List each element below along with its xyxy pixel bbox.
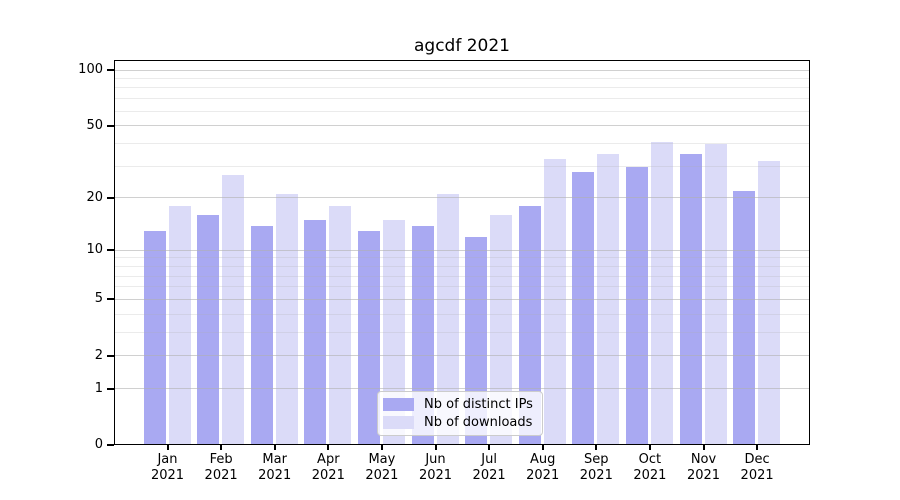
x-axis-label-jan: Jan 2021 bbox=[150, 452, 185, 483]
gridline-9 bbox=[115, 257, 809, 259]
legend-item-downloads: Nb of downloads bbox=[383, 415, 533, 430]
gridline-4 bbox=[115, 313, 809, 315]
x-axis-tick-jun bbox=[434, 445, 437, 450]
y-axis-label-5: 5 bbox=[94, 291, 103, 307]
x-axis-tick-jan bbox=[166, 445, 169, 450]
bar-distinct-ips-jun bbox=[411, 225, 434, 444]
bar-distinct-ips-aug bbox=[518, 206, 541, 444]
y-axis-label-2: 2 bbox=[94, 347, 103, 363]
gridline-6 bbox=[115, 286, 809, 288]
legend-label-distinct-ips: Nb of distinct IPs bbox=[424, 397, 533, 412]
x-axis-label-aug: Aug 2021 bbox=[526, 452, 560, 483]
legend-swatch-distinct-ips bbox=[383, 398, 414, 411]
bar-distinct-ips-oct bbox=[625, 166, 648, 444]
x-axis-tick-sep bbox=[595, 445, 598, 450]
x-axis-label-jul: Jul 2021 bbox=[472, 452, 506, 483]
y-axis-label-1: 1 bbox=[94, 380, 103, 396]
bar-downloads-mar bbox=[275, 194, 298, 444]
grid-layer bbox=[115, 61, 809, 444]
x-axis-label-dec: Dec 2021 bbox=[740, 452, 774, 483]
x-axis-tick-oct bbox=[648, 445, 651, 450]
bar-distinct-ips-may bbox=[357, 231, 380, 444]
bar-distinct-ips-apr bbox=[304, 220, 327, 444]
bar-distinct-ips-feb bbox=[197, 215, 220, 444]
y-axis-tick-2 bbox=[107, 354, 114, 357]
gridline-5 bbox=[115, 298, 809, 300]
gridline-70 bbox=[115, 98, 809, 100]
x-axis-tick-dec bbox=[756, 445, 759, 450]
x-axis-label-oct: Oct 2021 bbox=[633, 452, 667, 483]
bar-downloads-dec bbox=[758, 161, 781, 444]
x-axis-label-feb: Feb 2021 bbox=[204, 452, 238, 483]
bar-downloads-may bbox=[382, 220, 405, 444]
bar-downloads-jul bbox=[490, 215, 513, 444]
x-axis-tick-nov bbox=[702, 445, 705, 450]
x-axis-label-nov: Nov 2021 bbox=[686, 452, 721, 483]
x-axis-label-mar: Mar 2021 bbox=[258, 452, 292, 483]
gridline-50 bbox=[115, 125, 809, 126]
x-axis-tick-mar bbox=[273, 445, 276, 450]
y-axis-label-0: 0 bbox=[94, 437, 103, 452]
y-axis-tick-10 bbox=[107, 249, 114, 252]
legend-label-downloads: Nb of downloads bbox=[424, 415, 533, 430]
gridline-60 bbox=[115, 110, 809, 112]
bar-downloads-oct bbox=[650, 141, 673, 444]
gridline-80 bbox=[115, 87, 809, 89]
gridline-3 bbox=[115, 331, 809, 333]
y-axis-tick-5 bbox=[107, 298, 114, 301]
bar-distinct-ips-jan bbox=[143, 231, 166, 444]
plot-area: Nb of distinct IPs Nb of downloads bbox=[114, 60, 810, 445]
y-axis-tick-100 bbox=[107, 69, 114, 71]
legend-item-distinct-ips: Nb of distinct IPs bbox=[383, 397, 533, 412]
gridline-20 bbox=[115, 197, 809, 199]
x-axis-tick-feb bbox=[220, 445, 223, 450]
x-axis-label-may: May 2021 bbox=[365, 452, 399, 483]
bar-downloads-aug bbox=[543, 159, 566, 444]
y-axis-tick-1 bbox=[107, 387, 114, 390]
gridline-90 bbox=[115, 78, 809, 79]
y-axis-tick-0 bbox=[107, 444, 114, 446]
x-axis-tick-apr bbox=[327, 445, 330, 450]
gridline-7 bbox=[115, 275, 809, 277]
bar-downloads-feb bbox=[222, 174, 245, 444]
y-axis-label-20: 20 bbox=[86, 189, 103, 205]
x-axis-label-sep: Sep 2021 bbox=[579, 452, 613, 483]
bar-downloads-nov bbox=[704, 143, 727, 444]
bar-distinct-ips-mar bbox=[250, 225, 273, 444]
gridline-10 bbox=[115, 249, 809, 251]
y-axis-label-10: 10 bbox=[86, 242, 103, 258]
y-axis-tick-50 bbox=[107, 124, 114, 127]
x-axis-tick-aug bbox=[541, 445, 544, 450]
bar-distinct-ips-sep bbox=[572, 171, 595, 444]
chart-title: agcdf 2021 bbox=[414, 36, 510, 56]
y-axis-label-100: 100 bbox=[78, 62, 103, 77]
gridline-40 bbox=[115, 142, 809, 144]
bar-downloads-jan bbox=[168, 206, 191, 444]
gridline-2 bbox=[115, 355, 809, 357]
gridline-8 bbox=[115, 266, 809, 267]
x-axis-label-apr: Apr 2021 bbox=[311, 452, 345, 483]
bars-layer bbox=[115, 61, 809, 444]
bar-distinct-ips-dec bbox=[733, 190, 756, 444]
bar-downloads-apr bbox=[329, 206, 352, 444]
legend: Nb of distinct IPs Nb of downloads bbox=[377, 391, 543, 436]
x-axis-tick-jul bbox=[488, 445, 491, 450]
gridline-30 bbox=[115, 165, 809, 167]
bar-downloads-jun bbox=[436, 194, 459, 444]
gridline-100 bbox=[115, 69, 809, 71]
x-axis-tick-may bbox=[380, 445, 383, 450]
y-axis-label-50: 50 bbox=[86, 117, 103, 133]
legend-swatch-downloads bbox=[383, 416, 414, 429]
y-axis-tick-20 bbox=[107, 196, 114, 199]
x-axis-label-jun: Jun 2021 bbox=[418, 452, 453, 483]
gridline-1 bbox=[115, 388, 809, 390]
